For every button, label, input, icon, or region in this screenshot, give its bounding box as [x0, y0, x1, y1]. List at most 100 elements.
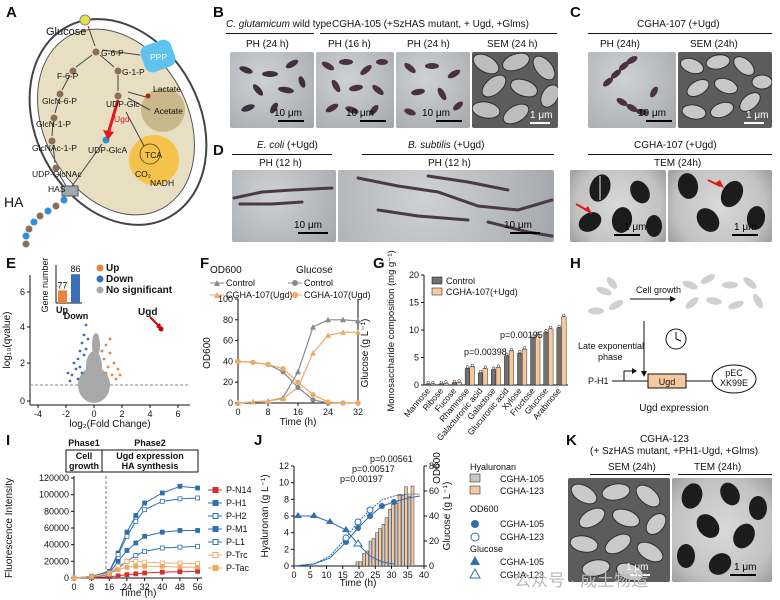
data-point: [159, 490, 165, 496]
panel-c-caption-1: PH (24h): [600, 39, 641, 50]
glucose-dot: [79, 14, 91, 26]
y-tick-label: 0: [228, 398, 233, 408]
replicate-point: [452, 379, 456, 383]
legend-label: P-Trc: [226, 550, 248, 560]
data-point: [250, 359, 256, 366]
scale-label: 1 μm: [746, 110, 769, 121]
arrow-g6p-f6p: [75, 54, 93, 68]
node-g1p: [114, 67, 122, 75]
svg-text:2: 2: [20, 358, 25, 368]
y-tick-label: 60: [223, 336, 233, 346]
legend-control-swatch: [431, 276, 443, 285]
label-f6p: F-6-P: [57, 71, 79, 81]
growth-curve-chart: 0 8 16 24 32 0 20 40 60 80 100 OD600 Glucose Cont…: [202, 265, 371, 428]
inset-bar-value: 86: [70, 264, 80, 274]
pathway-diagram: Glucose G-6-P F-6-P G-1-P GlcN-6-P UDP-G…: [4, 14, 208, 248]
legend-marker-glc-105: [470, 556, 480, 565]
data-point: [133, 553, 139, 558]
replicate-point: [562, 313, 566, 317]
data-point: [355, 329, 361, 335]
od-series: [293, 493, 421, 567]
red-arrow: [707, 179, 721, 187]
panel-c-rule: [588, 33, 772, 34]
data-point: [295, 384, 301, 390]
data-point: [115, 573, 121, 579]
panel-letter-h: H: [570, 255, 581, 272]
x-tick-label: 24: [122, 582, 132, 592]
y-tick-label: 4: [284, 528, 289, 538]
y-tick-label: 100000: [39, 490, 69, 500]
x-tick-label: 56: [193, 582, 203, 592]
pvalue-2: p=0.00517: [352, 464, 395, 474]
cells-overlay: [677, 173, 766, 232]
data-point: [250, 398, 256, 405]
data-point: [177, 483, 183, 489]
legend-marker: [212, 487, 219, 493]
replicate-point: [470, 363, 474, 367]
replicate-point: [431, 380, 435, 384]
legend-od-title: OD600: [210, 265, 242, 276]
data-point: [142, 507, 148, 513]
scale-label: 1 μm: [624, 222, 647, 233]
bar-1: [365, 550, 369, 567]
bar-0: [491, 369, 497, 386]
cells-overlay: [575, 174, 662, 237]
y-tick-label: 2: [284, 544, 289, 554]
series-lines: [71, 483, 200, 581]
arrow-udpglcnac-has: [57, 171, 67, 187]
legend-item-5: CGHA-105: [500, 557, 544, 567]
panel-d-species-1: E. coli: [257, 140, 285, 151]
micrograph-107-ph24: 10 μm: [588, 52, 676, 128]
data-point: [340, 329, 346, 335]
plasmid-line-1: pEC: [725, 368, 743, 378]
data-point: [195, 564, 200, 570]
panel-k-header-1: CGHA-123: [640, 434, 689, 445]
panel-k-caption-2: TEM (24h): [694, 462, 742, 473]
svg-text:4: 4: [20, 322, 25, 332]
y-tick-label: 0: [284, 561, 289, 571]
y-tick-label: 10: [409, 325, 419, 335]
data-point: [177, 528, 183, 533]
fluorescence-chart: Phase1 Phase2 Cell growth Ugd expression H…: [4, 438, 252, 599]
ha-bead: [36, 212, 44, 220]
y-tick-label: 80000: [44, 506, 69, 516]
legend-control: Control: [446, 276, 475, 286]
data-point: [177, 560, 183, 566]
svg-text:-2: -2: [62, 409, 70, 419]
x-tick-label: 35: [403, 570, 413, 580]
bar-0: [401, 494, 405, 567]
y-ticks: 0 20000 40000 60000 80000 100000 120000: [39, 473, 74, 583]
y-tick-label-right: 80: [429, 461, 439, 471]
scale-label: 10 μm: [346, 108, 374, 119]
bar-1: [469, 366, 475, 386]
panel-b-caption-3: PH (24 h): [407, 39, 450, 50]
panel-b-header-left: C. glutamicum wild type: [226, 19, 332, 30]
panel-k-rule-1: [590, 474, 670, 475]
replicate-point: [518, 350, 522, 354]
ugd-red-arrowhead: [103, 130, 114, 140]
arrow-glcn6p-glcn1p: [54, 98, 60, 114]
legend-item-2: CGHA-107(Ugd): [226, 290, 293, 300]
replicate-point: [483, 365, 487, 369]
bar-1: [548, 328, 554, 386]
legend-up-marker: [96, 264, 104, 272]
bar-0: [375, 532, 379, 567]
bar-group: [425, 313, 567, 386]
ugd-annotation: Ugd: [138, 307, 157, 318]
scale-bar: [732, 234, 758, 236]
micrograph-107-tem-1: 1 μm: [570, 170, 666, 242]
series-legend: P-N14 P-H1 P-H2 P-M1 P-L1 P-Trc P-Tac: [208, 485, 252, 573]
y-tick-label: 40: [223, 356, 233, 366]
label-ugd-gene: Ugd: [659, 377, 676, 387]
ha-bead: [22, 232, 30, 240]
scale-bar: [614, 234, 640, 236]
watermark: 公众号 · 成土物造: [514, 571, 649, 590]
x-tick-label: 8: [89, 582, 94, 592]
bar-0: [394, 503, 399, 567]
bar-1: [561, 316, 567, 386]
legend-marker: [212, 539, 219, 545]
ugd-gene-box: [647, 373, 687, 389]
data-point: [355, 317, 361, 324]
panel-letter-j: J: [254, 432, 263, 449]
